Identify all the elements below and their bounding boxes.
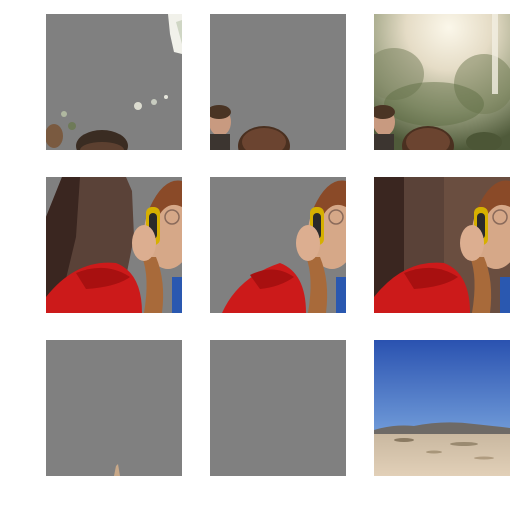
crowd-original-image: [374, 14, 510, 150]
tile-row3-mask-a: [46, 340, 182, 476]
tile-row3-mask-b: [210, 340, 346, 476]
desert-original-image: [374, 340, 510, 476]
woman-mask-b-image: [210, 177, 346, 313]
woman-mask-a-image: [46, 177, 182, 313]
desert-mask-b-image: [210, 340, 346, 476]
tile-row2-original: [374, 177, 510, 313]
crowd-mask-a-image: [46, 14, 182, 150]
tile-row1-original: [374, 14, 510, 150]
tile-row1-mask-b: [210, 14, 346, 150]
tile-row2-mask-a: [46, 177, 182, 313]
crowd-mask-b-image: [210, 14, 346, 150]
tile-row2-mask-b: [210, 177, 346, 313]
tile-row1-mask-a: [46, 14, 182, 150]
woman-original-image: [374, 177, 510, 313]
desert-mask-a-image: [46, 340, 182, 476]
tile-row3-original: [374, 340, 510, 476]
